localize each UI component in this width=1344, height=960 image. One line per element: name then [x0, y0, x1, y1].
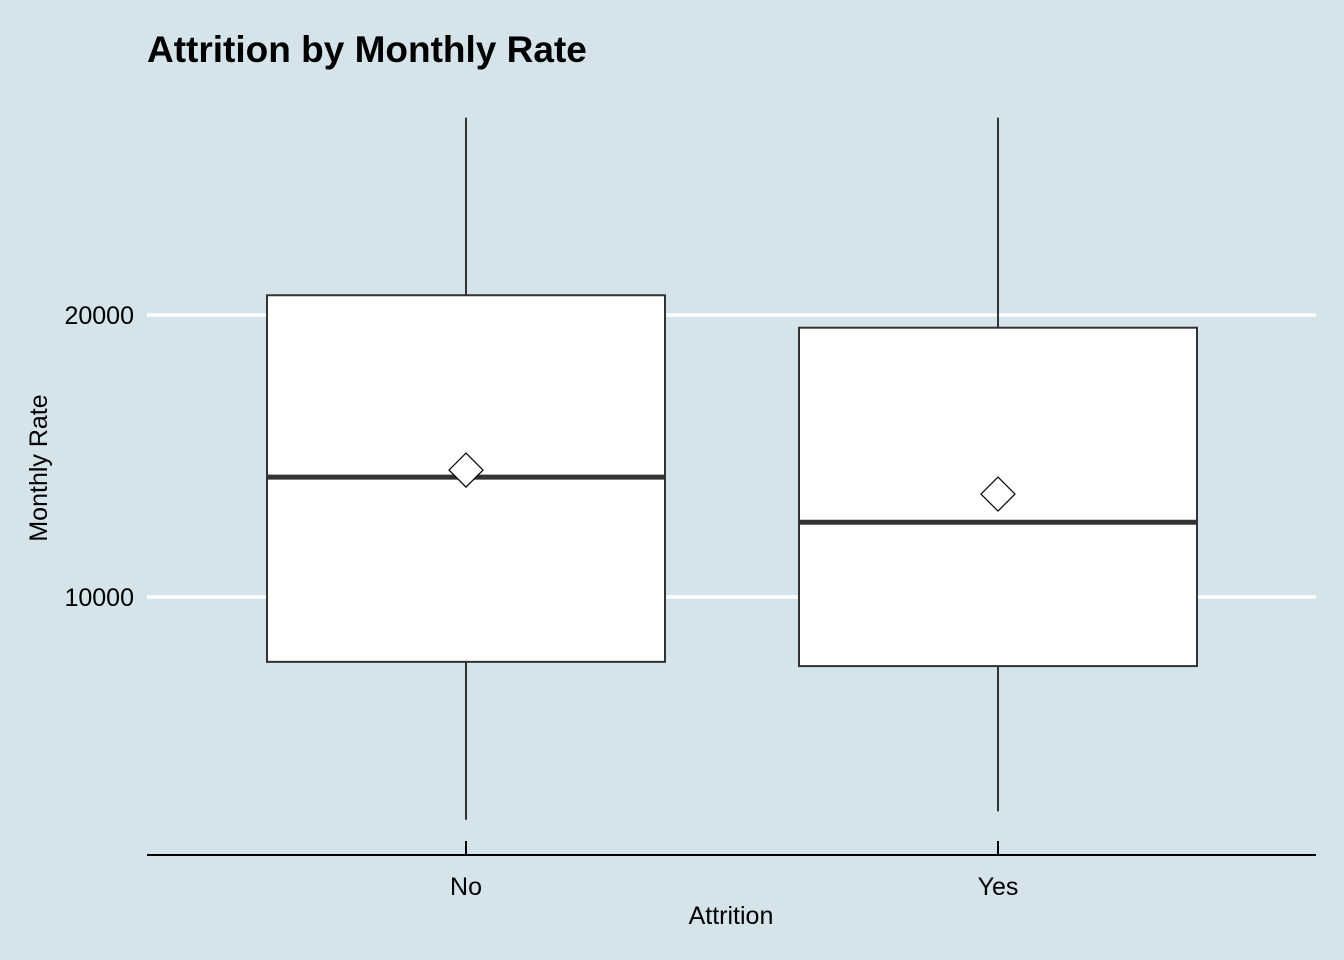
y-tick-label-10000: 10000 [64, 584, 134, 612]
mean-marker-no [448, 452, 484, 488]
x-axis-title: Attrition [689, 902, 774, 930]
y-tick-label-20000: 20000 [64, 302, 134, 330]
mean-marker-yes [980, 476, 1016, 512]
chart-title: Attrition by Monthly Rate [147, 29, 587, 70]
x-tick-label-yes: Yes [978, 873, 1019, 901]
tick-layer: 10000 20000 No Yes [64, 302, 1018, 901]
y-axis-title: Monthly Rate [25, 394, 53, 541]
box-layer [266, 117, 1198, 820]
x-tick-label-no: No [450, 873, 482, 901]
